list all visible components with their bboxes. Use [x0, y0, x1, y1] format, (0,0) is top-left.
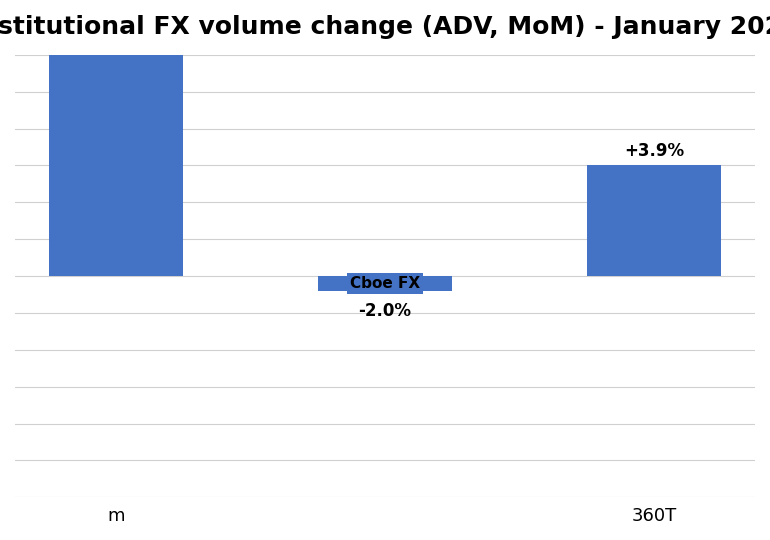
- Text: +3.9%: +3.9%: [624, 141, 685, 159]
- Bar: [49, 0, 183, 276]
- Bar: [318, 276, 452, 291]
- Title: Institutional FX volume change (ADV, MoM) - January 2024: Institutional FX volume change (ADV, MoM…: [0, 15, 770, 39]
- Text: -2.0%: -2.0%: [359, 302, 411, 320]
- Text: Cboe FX: Cboe FX: [350, 276, 420, 291]
- Bar: [587, 165, 721, 276]
